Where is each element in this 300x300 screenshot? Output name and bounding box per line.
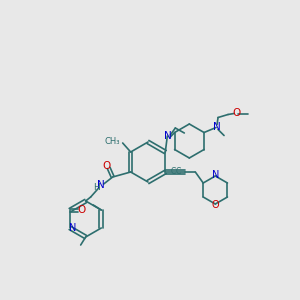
Text: O: O <box>212 200 219 210</box>
Text: O: O <box>77 205 85 215</box>
Text: O: O <box>103 161 111 171</box>
Text: CH₃: CH₃ <box>104 136 120 146</box>
Text: N: N <box>213 122 221 133</box>
Text: N: N <box>212 170 219 180</box>
Text: N: N <box>69 223 77 233</box>
Text: C: C <box>171 167 176 176</box>
Text: H: H <box>93 184 100 193</box>
Text: N: N <box>97 180 105 190</box>
Text: C: C <box>176 167 181 176</box>
Text: N: N <box>164 131 172 141</box>
Text: O: O <box>232 109 240 118</box>
